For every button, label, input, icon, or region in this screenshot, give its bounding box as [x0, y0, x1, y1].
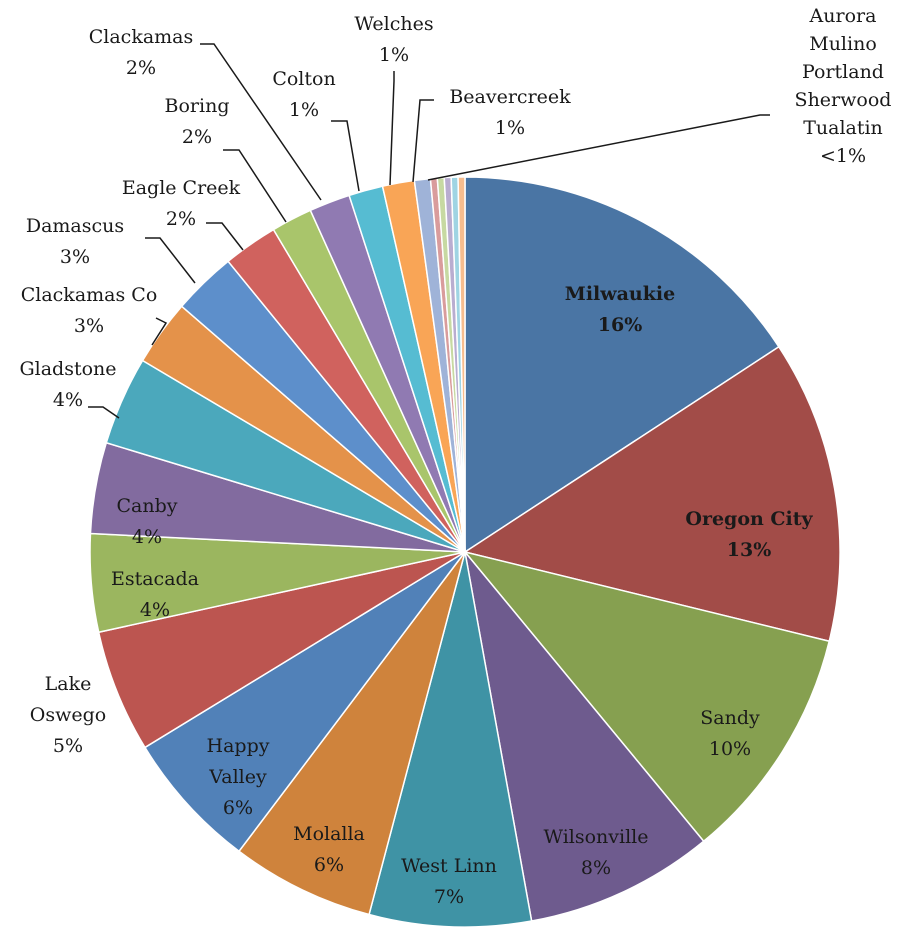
slice-percent-beavercreek: 1% — [495, 117, 525, 139]
grouped-label-line-0: Aurora — [809, 5, 877, 27]
slice-label-oregon-city: Oregon City — [685, 508, 813, 530]
pie-slice-oregon-city — [463, 345, 841, 643]
slice-label-colton: Colton — [272, 68, 335, 90]
slice-label-clackamas: Clackamas — [89, 26, 194, 48]
pie-slices — [89, 176, 841, 928]
slice-percent-estacada: 4% — [140, 599, 170, 621]
slice-percent-west-linn: 7% — [434, 886, 464, 908]
slice-label-lake-oswego: Lake — [45, 673, 92, 695]
pie-slice-happy-valley — [143, 551, 466, 853]
leader-line-grouped — [427, 114, 770, 181]
slice-percent-gladstone: 4% — [53, 389, 83, 411]
slice-percent-clackamas-co: 3% — [74, 315, 104, 337]
leader-line-damascus — [145, 237, 196, 284]
pie-slice-tualatin — [457, 176, 466, 553]
leader-line-clackamas — [200, 43, 322, 201]
pie-slice-molalla — [237, 551, 466, 916]
slice-label-welches: Welches — [354, 13, 433, 35]
slice-label-beavercreek: Beavercreek — [449, 86, 571, 108]
slice-percent-canby: 4% — [132, 526, 162, 548]
leader-line-beavercreek — [412, 99, 434, 183]
slice-label-canby: Canby — [117, 495, 178, 517]
slice-percent-oregon-city: 13% — [727, 539, 772, 561]
pie-slice-wilsonville — [463, 549, 705, 922]
grouped-label-line-2: Portland — [802, 61, 884, 83]
slice-label-damascus: Damascus — [26, 215, 124, 237]
slice-label-west-linn: West Linn — [401, 855, 497, 877]
slice-label-happy-valley: Happy — [207, 735, 270, 757]
leader-lines — [88, 43, 770, 419]
slice-label-happy-valley: Valley — [208, 766, 267, 788]
slice-label-estacada: Estacada — [111, 568, 199, 590]
slice-percent-colton: 1% — [289, 99, 319, 121]
pie-slice-sandy — [462, 550, 831, 843]
slice-label-wilsonville: Wilsonville — [544, 826, 649, 848]
slice-labels: Milwaukie 16% Oregon City 13% Sandy 10% Wilson… — [19, 5, 891, 908]
slice-label-gladstone: Gladstone — [19, 358, 116, 380]
slice-percent-boring: 2% — [182, 126, 212, 148]
leader-line-colton — [331, 120, 360, 192]
pie-slice-milwaukie — [464, 176, 780, 554]
slice-percent-damascus: 3% — [60, 246, 90, 268]
leader-line-boring — [223, 149, 287, 223]
slice-percent-happy-valley: 6% — [223, 797, 253, 819]
grouped-label-line-4: Tualatin — [803, 117, 883, 139]
slice-percent-milwaukie: 16% — [598, 314, 643, 336]
slice-label-sandy: Sandy — [700, 707, 760, 729]
grouped-label-line-3: Sherwood — [795, 89, 892, 111]
slice-percent-eagle-creek: 2% — [166, 208, 196, 230]
slice-percent-molalla: 6% — [314, 854, 344, 876]
slice-percent-lake-oswego: 5% — [53, 735, 83, 757]
slice-label-clackamas-co: Clackamas Co — [21, 284, 158, 306]
slice-label-eagle-creek: Eagle Creek — [122, 177, 241, 199]
slice-percent-clackamas: 2% — [126, 57, 156, 79]
leader-line-eagle-creek — [206, 222, 244, 251]
slice-percent-welches: 1% — [379, 44, 409, 66]
slice-label-lake-oswego: Oswego — [30, 704, 106, 726]
grouped-label-line-1: Mulino — [809, 33, 877, 55]
grouped-label-line-5: <1% — [820, 145, 866, 167]
leader-line-gladstone — [88, 406, 120, 419]
pie-slice-west-linn — [368, 551, 533, 928]
leader-line-welches — [389, 71, 395, 186]
slice-label-boring: Boring — [165, 95, 230, 117]
slice-label-molalla: Molalla — [293, 823, 365, 845]
slice-percent-wilsonville: 8% — [581, 857, 611, 879]
leader-line-clackamas-co — [151, 317, 168, 346]
slice-label-milwaukie: Milwaukie — [565, 283, 675, 305]
slice-percent-sandy: 10% — [709, 738, 751, 760]
